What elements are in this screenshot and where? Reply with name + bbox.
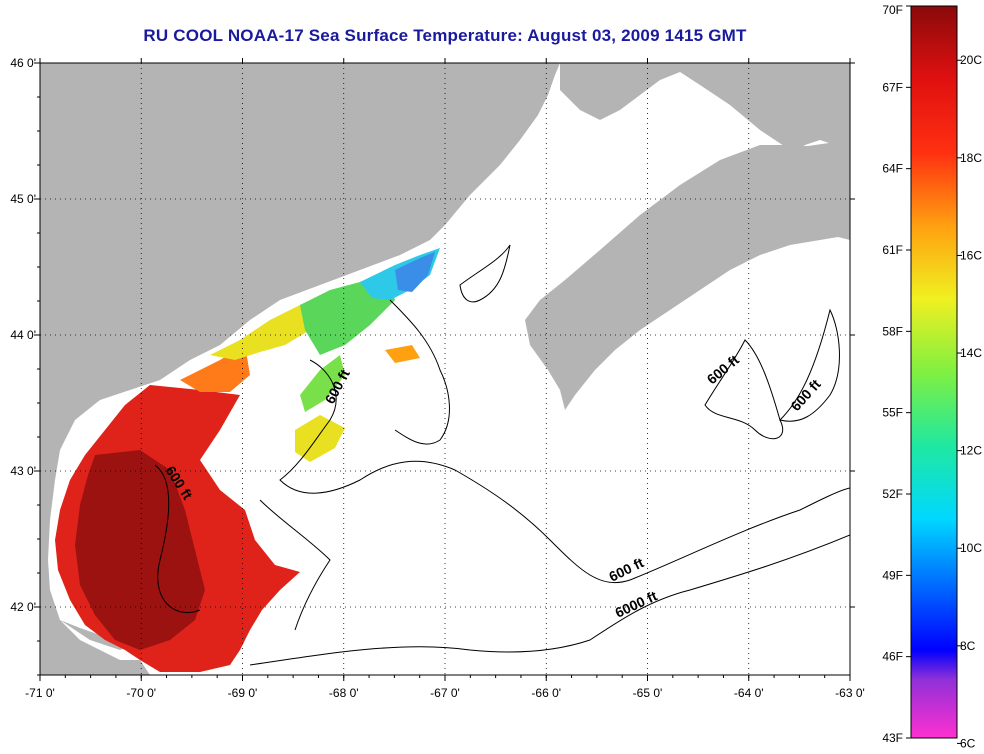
bathymetry-contours	[154, 244, 850, 666]
cb-f-label: 52F	[882, 487, 903, 501]
cb-c-label: 12C	[960, 444, 982, 458]
x-tick-label: -71 0'	[25, 686, 55, 700]
sst-green-streak	[300, 355, 345, 412]
cb-c-label: 10C	[960, 541, 982, 555]
cb-f-label: 67F	[882, 80, 903, 94]
x-tick-label: -67 0'	[430, 686, 460, 700]
x-tick-label: -70 0'	[126, 686, 156, 700]
contour-600ft-gulf-b	[279, 359, 850, 584]
cb-f-label: 55F	[882, 406, 903, 420]
cb-f-label: 64F	[882, 162, 903, 176]
y-tick-label: 44 0'	[10, 328, 36, 342]
contour-600ft-scotian-b	[779, 308, 840, 422]
cb-c-label: 14C	[960, 346, 982, 360]
map-title: RU COOL NOAA-17 Sea Surface Temperature:…	[143, 26, 747, 45]
y-tick-label: 45 0'	[10, 192, 36, 206]
land-cape-breton	[775, 140, 850, 240]
land-new-england	[40, 63, 560, 675]
y-tick-label: 43 0'	[10, 464, 36, 478]
sst-orange-patch	[385, 345, 420, 363]
cb-f-label: 61F	[882, 243, 903, 257]
cb-f-label: 43F	[882, 731, 903, 745]
grid-lines	[40, 63, 850, 675]
x-tick-label: -69 0'	[228, 686, 258, 700]
cb-c-label: 8C	[960, 639, 976, 653]
bay-of-fundy	[495, 110, 690, 280]
contour-600ft-basin	[389, 299, 450, 445]
y-tick-label: 46 0'	[10, 56, 36, 70]
x-tick-label: -63 0'	[835, 686, 865, 700]
x-tick-label: -64 0'	[734, 686, 764, 700]
colorbar-fahrenheit-labels: 70F 67F 64F 61F 58F 55F 52F 49F 46F 43F	[882, 3, 911, 745]
cb-f-label: 70F	[882, 3, 903, 17]
cb-c-label: 18C	[960, 151, 982, 165]
colorbar-celsius-labels: 20C 18C 16C 14C 12C 10C 8C 6C	[957, 53, 982, 750]
sst-hot-region	[75, 450, 205, 650]
contour-600ft-shelf	[459, 244, 511, 303]
cb-c-label: 6C	[960, 736, 976, 750]
land-nova-scotia	[525, 145, 850, 410]
x-axis: -71 0' -70 0' -69 0' -68 0' -67 0' -66 0' -65 …	[25, 58, 865, 700]
cb-f-label: 46F	[882, 650, 903, 664]
sst-blue-spot	[395, 252, 435, 292]
x-tick-label: -65 0'	[633, 686, 663, 700]
x-tick-label: -66 0'	[531, 686, 561, 700]
cb-f-label: 49F	[882, 568, 903, 582]
land-new-brunswick	[560, 63, 850, 150]
cb-c-label: 16C	[960, 248, 982, 262]
contour-600ft-gulf-a	[154, 464, 201, 614]
map-layers	[40, 63, 850, 675]
x-tick-label: -68 0'	[329, 686, 359, 700]
sst-yellow-band	[210, 295, 330, 360]
y-tick-label: 42 0'	[10, 600, 36, 614]
y-axis: 46 0' 45 0' 44 0' 43 0' 42 0'	[10, 56, 855, 676]
contour-600ft-georges	[259, 499, 331, 631]
colorbar	[910, 5, 958, 739]
contour-6000ft	[249, 534, 850, 666]
cb-f-label: 58F	[882, 324, 903, 338]
cb-c-label: 20C	[960, 53, 982, 67]
